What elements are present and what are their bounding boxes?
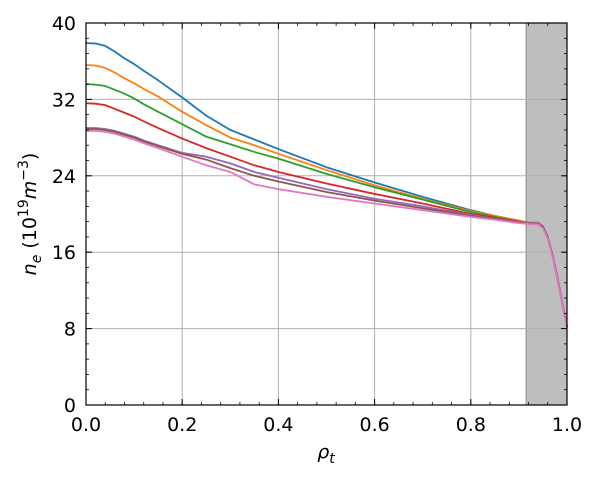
axes-frame-layer [85, 22, 568, 406]
y-tick-label: 32 [52, 89, 76, 111]
series-line-7 [86, 130, 568, 328]
x-tick-label: 0.2 [167, 414, 197, 436]
axes-frame [85, 22, 568, 406]
y-tick-label: 40 [52, 13, 76, 35]
shaded-region [526, 23, 567, 405]
y-tick-label: 8 [64, 319, 76, 341]
y-axis-label: ne(1019m−3) [16, 153, 45, 276]
y-tick-label: 24 [52, 166, 76, 188]
x-tick-label: 0.4 [263, 414, 293, 436]
x-axis-label: ρt [317, 441, 335, 467]
shaded-region-layer [525, 23, 567, 405]
series-layer [85, 42, 568, 328]
x-tick-label: 1.0 [552, 414, 582, 436]
x-tick-label: 0.6 [359, 414, 389, 436]
series-line-5 [86, 127, 568, 327]
x-tick-label: 0.0 [71, 414, 101, 436]
x-tick-label: 0.8 [456, 414, 486, 436]
series-line-2 [85, 64, 568, 327]
series-line-3 [85, 83, 568, 327]
y-tick-label: 0 [64, 395, 76, 417]
tick-layer: 0.0 0.2 0.4 0.6 0.8 1.0 0 8 16 24 32 40 [52, 13, 582, 436]
series-line-1 [85, 42, 568, 327]
series-line-4 [85, 102, 568, 327]
y-tick-label: 16 [52, 242, 76, 264]
series-line-6 [86, 128, 568, 327]
